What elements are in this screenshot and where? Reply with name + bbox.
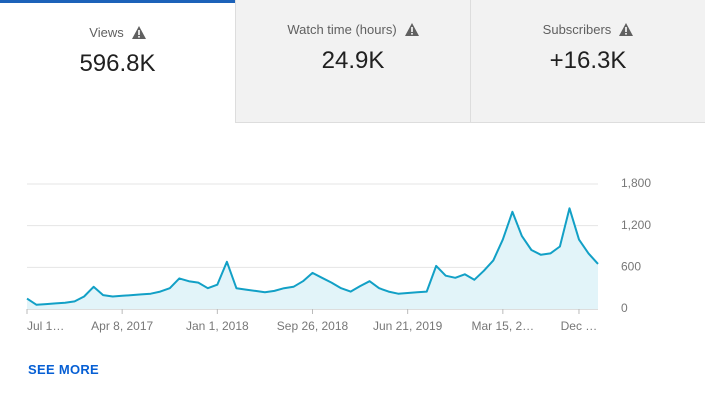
- x-tick-label: Jun 21, 2019: [373, 319, 443, 333]
- tab-label: Watch time (hours): [236, 22, 470, 37]
- x-tick-label: Jul 1…: [27, 319, 64, 333]
- tab-label-text: Views: [89, 25, 124, 40]
- views-tab[interactable]: Views 596.8K: [0, 0, 235, 123]
- tab-value: 596.8K: [79, 50, 156, 77]
- line: [26, 207, 599, 306]
- watch-time-tab[interactable]: Watch time (hours) 24.9K: [235, 0, 470, 123]
- tab-label: Views: [0, 25, 235, 40]
- area: [27, 208, 598, 309]
- x-tick-label: Mar 15, 2…: [471, 319, 534, 333]
- x-tick-label: Dec …: [561, 319, 598, 333]
- y-tick-label: 1,200: [621, 218, 651, 232]
- x-tick-label: Apr 8, 2017: [91, 319, 153, 333]
- subscribers-tab[interactable]: Subscribers +16.3K: [470, 0, 705, 123]
- warning-icon: [404, 23, 419, 36]
- y-tick-label: 1,800: [621, 176, 651, 190]
- warning-icon: [619, 23, 634, 36]
- x-tick-label: Jan 1, 2018: [186, 319, 249, 333]
- tab-label: Subscribers: [471, 22, 705, 37]
- tab-value: 24.9K: [321, 47, 385, 74]
- tab-label-text: Watch time (hours): [287, 22, 397, 37]
- tab-label-text: Subscribers: [542, 22, 612, 37]
- tab-value: +16.3K: [549, 47, 627, 74]
- chart: 0 600 1,200 1,800 Jul 1… Apr 8, 2017 Jan 1, 20…: [26, 176, 651, 333]
- warning-icon: [131, 26, 146, 39]
- y-tick-label: 0: [621, 301, 628, 315]
- x-tick-label: Sep 26, 2018: [277, 319, 349, 333]
- see-more-link[interactable]: SEE MORE: [28, 362, 100, 377]
- y-tick-label: 600: [621, 260, 641, 274]
